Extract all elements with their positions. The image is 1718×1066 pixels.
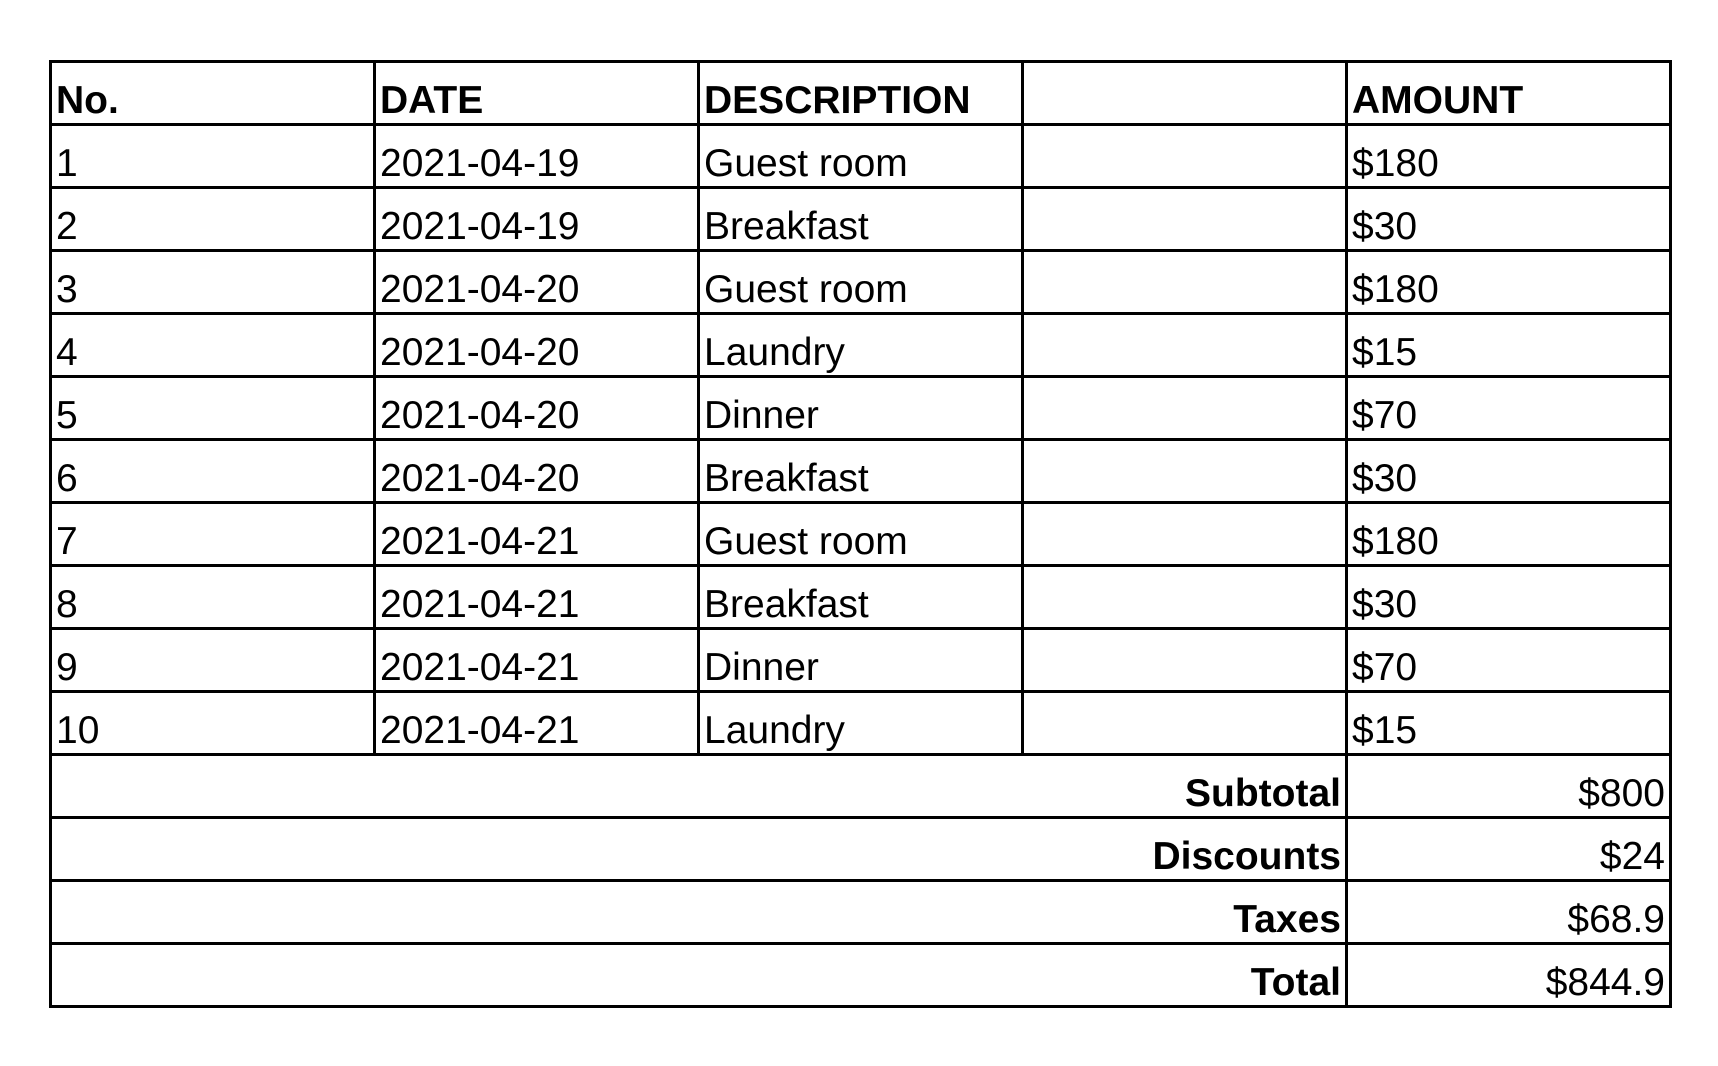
table-row: 8 2021-04-21 Breakfast $30 xyxy=(49,564,1672,630)
row-number: 10 xyxy=(49,690,376,756)
row-description: Guest room xyxy=(697,123,1024,189)
row-date: 2021-04-20 xyxy=(373,249,700,315)
header-row: No. DATE DESCRIPTION AMOUNT xyxy=(49,60,1672,126)
row-date: 2021-04-19 xyxy=(373,123,700,189)
row-date: 2021-04-19 xyxy=(373,186,700,252)
row-amount: $70 xyxy=(1345,627,1672,693)
row-description: Breakfast xyxy=(697,186,1024,252)
summary-value: $24 xyxy=(1345,816,1672,882)
row-amount: $15 xyxy=(1345,312,1672,378)
row-blank xyxy=(1021,186,1348,252)
row-description: Breakfast xyxy=(697,438,1024,504)
row-amount: $30 xyxy=(1345,564,1672,630)
row-number: 8 xyxy=(49,564,376,630)
summary-label: Subtotal xyxy=(49,753,1348,819)
row-blank xyxy=(1021,123,1348,189)
invoice-table: No. DATE DESCRIPTION AMOUNT 1 2021-04-19 G… xyxy=(49,60,1672,1008)
row-description: Guest room xyxy=(697,249,1024,315)
row-blank xyxy=(1021,249,1348,315)
row-blank xyxy=(1021,501,1348,567)
summary-label: Total xyxy=(49,942,1348,1008)
row-blank xyxy=(1021,375,1348,441)
table-row: 4 2021-04-20 Laundry $15 xyxy=(49,312,1672,378)
row-amount: $30 xyxy=(1345,438,1672,504)
summary-value: $844.9 xyxy=(1345,942,1672,1008)
row-description: Breakfast xyxy=(697,564,1024,630)
summary-label: Discounts xyxy=(49,816,1348,882)
table-row: 7 2021-04-21 Guest room $180 xyxy=(49,501,1672,567)
table-row: 1 2021-04-19 Guest room $180 xyxy=(49,123,1672,189)
row-amount: $180 xyxy=(1345,123,1672,189)
summary-value: $68.9 xyxy=(1345,879,1672,945)
row-description: Laundry xyxy=(697,312,1024,378)
row-date: 2021-04-20 xyxy=(373,438,700,504)
table-row: 6 2021-04-20 Breakfast $30 xyxy=(49,438,1672,504)
table-row: 10 2021-04-21 Laundry $15 xyxy=(49,690,1672,756)
row-amount: $180 xyxy=(1345,501,1672,567)
table-row: 9 2021-04-21 Dinner $70 xyxy=(49,627,1672,693)
row-number: 4 xyxy=(49,312,376,378)
row-number: 1 xyxy=(49,123,376,189)
header-description: DESCRIPTION xyxy=(697,60,1024,126)
table-row: 5 2021-04-20 Dinner $70 xyxy=(49,375,1672,441)
row-number: 9 xyxy=(49,627,376,693)
row-date: 2021-04-21 xyxy=(373,564,700,630)
row-date: 2021-04-21 xyxy=(373,501,700,567)
header-blank xyxy=(1021,60,1348,126)
summary-row: Discounts $24 xyxy=(49,816,1672,882)
row-number: 6 xyxy=(49,438,376,504)
row-number: 5 xyxy=(49,375,376,441)
row-amount: $30 xyxy=(1345,186,1672,252)
row-number: 3 xyxy=(49,249,376,315)
row-description: Dinner xyxy=(697,627,1024,693)
summary-row: Subtotal $800 xyxy=(49,753,1672,819)
row-amount: $15 xyxy=(1345,690,1672,756)
row-date: 2021-04-21 xyxy=(373,627,700,693)
row-description: Guest room xyxy=(697,501,1024,567)
table-row: 3 2021-04-20 Guest room $180 xyxy=(49,249,1672,315)
header-no: No. xyxy=(49,60,376,126)
row-blank xyxy=(1021,438,1348,504)
row-amount: $180 xyxy=(1345,249,1672,315)
row-amount: $70 xyxy=(1345,375,1672,441)
row-blank xyxy=(1021,690,1348,756)
row-blank xyxy=(1021,564,1348,630)
summary-label: Taxes xyxy=(49,879,1348,945)
summary-value: $800 xyxy=(1345,753,1672,819)
row-blank xyxy=(1021,627,1348,693)
row-description: Dinner xyxy=(697,375,1024,441)
header-date: DATE xyxy=(373,60,700,126)
row-number: 7 xyxy=(49,501,376,567)
row-date: 2021-04-20 xyxy=(373,312,700,378)
summary-row: Taxes $68.9 xyxy=(49,879,1672,945)
summary-row: Total $844.9 xyxy=(49,942,1672,1008)
row-blank xyxy=(1021,312,1348,378)
table-row: 2 2021-04-19 Breakfast $30 xyxy=(49,186,1672,252)
row-number: 2 xyxy=(49,186,376,252)
row-description: Laundry xyxy=(697,690,1024,756)
row-date: 2021-04-21 xyxy=(373,690,700,756)
header-amount: AMOUNT xyxy=(1345,60,1672,126)
row-date: 2021-04-20 xyxy=(373,375,700,441)
